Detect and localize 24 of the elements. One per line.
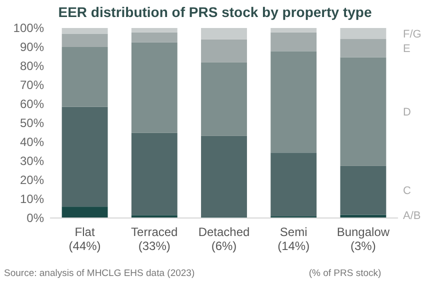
series-label: F/G	[403, 28, 422, 40]
x-tick-label: Detached (6%)	[198, 225, 250, 253]
x-tick-label: Flat (44%)	[68, 225, 101, 253]
y-tick-label: 30%	[20, 154, 44, 168]
series-label: D	[403, 106, 411, 118]
y-tick-label: 0%	[26, 211, 44, 226]
source-note: Source: analysis of MHCLG EHS data (2023)	[4, 268, 195, 279]
x-tick-label: Semi (14%)	[278, 225, 310, 253]
y-tick-label: 100%	[13, 21, 44, 36]
series-label: C	[403, 185, 411, 198]
series-label: E	[403, 42, 410, 55]
y-tick-label: 90%	[20, 40, 44, 54]
y-tick-label: 60%	[20, 97, 44, 112]
y-tick-label: 80%	[20, 59, 44, 74]
chart-title: EER distribution of PRS stock by property type	[58, 4, 372, 20]
y-tick-label: 70%	[20, 78, 44, 92]
y-tick-label: 10%	[20, 192, 44, 206]
y-tick-label: 50%	[20, 116, 44, 130]
text: (% of PRS stock)	[308, 268, 382, 279]
y-tick-label: 20%	[20, 173, 44, 188]
x-tick-label: Bungalow (3%)	[336, 225, 390, 253]
series-label: A/B	[403, 210, 421, 222]
x-tick-label: Terraced (33%)	[131, 225, 178, 253]
y-tick-label: 40%	[20, 135, 44, 150]
